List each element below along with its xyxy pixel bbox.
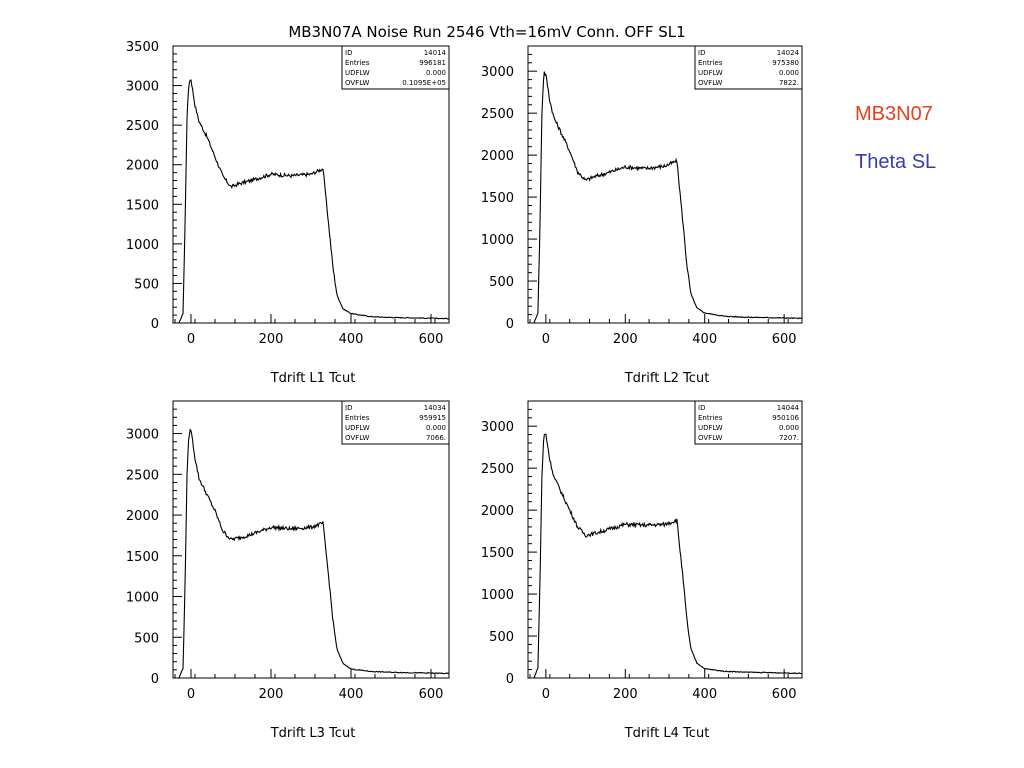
series-line	[533, 433, 802, 679]
stats-label: Entries	[345, 59, 370, 67]
panel-l1: 0 500 1000 1500 2000 2500 3000 3500 0 200 400 600 Td…	[126, 40, 450, 386]
stats-label: UDFLW	[345, 69, 370, 77]
stats-value: 996181	[419, 59, 446, 67]
stats-value: 0.000	[426, 69, 446, 77]
x-tick-label: 600	[772, 332, 797, 347]
stats-value: 14044	[777, 404, 800, 412]
plot-frame	[527, 400, 803, 679]
stats-label: UDFLW	[345, 424, 370, 432]
y-tick-label: 2000	[481, 504, 514, 519]
stats-value: 14014	[424, 49, 447, 57]
y-tick-label: 1000	[126, 591, 159, 606]
x-tick-label: 600	[419, 687, 444, 702]
stats-value: 959915	[419, 414, 446, 422]
stats-value: 14034	[424, 404, 447, 412]
panel-l2: 0 500 1000 1500 2000 2500 3000 0 200 400 600 Tdrift…	[481, 45, 803, 386]
x-tick-label: 0	[187, 332, 195, 347]
y-tick-label: 0	[506, 672, 514, 687]
y-tick-label: 1500	[481, 191, 514, 206]
stats-label: OVFLW	[698, 79, 722, 87]
stats-label: ID	[698, 404, 705, 412]
y-tick-label: 0	[506, 317, 514, 332]
stats-label: Entries	[345, 414, 370, 422]
y-tick-label: 2000	[126, 159, 159, 174]
side-label-theta-sl: Theta SL	[855, 151, 937, 173]
y-tick-label: 3000	[126, 80, 159, 95]
figure-title: MB3N07A Noise Run 2546 Vth=16mV Conn. OF…	[288, 23, 685, 41]
series-line	[178, 79, 449, 323]
y-tick-label: 0	[151, 317, 159, 332]
panel-l4: 0 500 1000 1500 2000 2500 3000 0 200 400 600 Tdrift…	[481, 400, 803, 741]
y-tick-label: 1500	[126, 198, 159, 213]
stats-value: 950106	[772, 414, 799, 422]
plot-frame	[172, 45, 450, 324]
x-tick-label: 200	[259, 332, 284, 347]
stats-value: 0.000	[779, 69, 799, 77]
plot-frame	[527, 45, 803, 324]
side-label-mb3n07: MB3N07	[855, 103, 933, 125]
y-tick-label: 1000	[126, 238, 159, 253]
x-tick-label: 600	[772, 687, 797, 702]
y-tick-label: 500	[489, 275, 514, 290]
x-tick-label: 0	[542, 332, 550, 347]
stats-label: OVFLW	[345, 79, 369, 87]
stats-label: ID	[698, 49, 705, 57]
x-tick-label: 600	[419, 332, 444, 347]
stats-value: 7066.	[426, 434, 446, 442]
stats-label: UDFLW	[698, 424, 723, 432]
x-axis-label: Tdrift L3 Tcut	[270, 726, 356, 741]
x-tick-label: 400	[692, 332, 717, 347]
x-tick-label: 200	[613, 332, 638, 347]
x-tick-label: 200	[613, 687, 638, 702]
x-tick-label: 400	[692, 687, 717, 702]
y-tick-label: 3000	[481, 65, 514, 80]
y-tick-label: 500	[134, 277, 159, 292]
x-tick-label: 200	[259, 687, 284, 702]
stats-value: 7822.	[779, 79, 799, 87]
x-axis-label: Tdrift L1 Tcut	[270, 371, 356, 386]
y-tick-label: 1000	[481, 588, 514, 603]
stats-label: Entries	[698, 414, 723, 422]
stats-label: Entries	[698, 59, 723, 67]
panel-l3: 0 500 1000 1500 2000 2500 3000 0 200 400 600 Tdrift…	[126, 400, 450, 741]
y-tick-label: 0	[151, 672, 159, 687]
y-tick-label: 1000	[481, 233, 514, 248]
x-tick-label: 400	[339, 332, 364, 347]
y-tick-label: 1500	[126, 550, 159, 565]
y-tick-label: 2000	[481, 149, 514, 164]
y-tick-label: 3000	[481, 420, 514, 435]
stats-label: ID	[345, 49, 352, 57]
x-axis-label: Tdrift L2 Tcut	[624, 371, 710, 386]
y-tick-label: 1500	[481, 546, 514, 561]
y-tick-label: 2000	[126, 509, 159, 524]
stats-value: 14024	[777, 49, 800, 57]
stats-label: OVFLW	[698, 434, 722, 442]
y-tick-label: 2500	[126, 119, 159, 134]
stats-label: ID	[345, 404, 352, 412]
stats-value: 0.000	[779, 424, 799, 432]
series-line	[533, 71, 802, 324]
y-tick-label: 2500	[481, 462, 514, 477]
y-tick-label: 2500	[481, 107, 514, 122]
series-line	[178, 428, 449, 679]
y-tick-label: 500	[134, 631, 159, 646]
stats-box	[341, 400, 450, 445]
y-tick-label: 2500	[126, 468, 159, 483]
stats-value: 0.1095E+05	[402, 79, 446, 87]
stats-value: 0.000	[426, 424, 446, 432]
x-tick-label: 0	[187, 687, 195, 702]
y-tick-label: 3000	[126, 428, 159, 443]
stats-label: UDFLW	[698, 69, 723, 77]
y-tick-label: 500	[489, 630, 514, 645]
x-axis-label: Tdrift L4 Tcut	[624, 726, 710, 741]
stats-label: OVFLW	[345, 434, 369, 442]
stats-box	[341, 45, 450, 90]
stats-value: 7207.	[779, 434, 799, 442]
x-tick-label: 400	[339, 687, 364, 702]
y-tick-label: 3500	[126, 40, 159, 55]
x-tick-label: 0	[542, 687, 550, 702]
stats-value: 975380	[772, 59, 799, 67]
